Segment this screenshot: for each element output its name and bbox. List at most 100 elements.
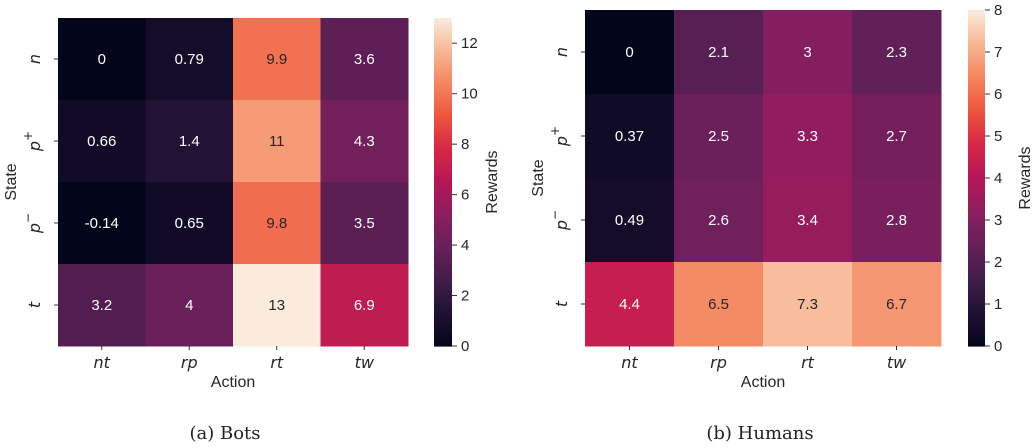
colorbar-segment <box>968 228 985 232</box>
colorbar-segment <box>434 165 452 169</box>
colorbar-segment <box>434 160 452 164</box>
colorbar-segment <box>434 91 452 96</box>
cell-value-label: 2.3 <box>886 44 907 61</box>
cell-value-label: 13 <box>268 297 285 314</box>
colorbar-segment <box>434 209 452 213</box>
colorbar-segment <box>434 198 452 202</box>
colorbar-segment <box>968 141 985 145</box>
colorbar-segment <box>434 50 452 55</box>
colorbar-segment <box>968 273 985 277</box>
colorbar-tick-label: 2 <box>461 288 469 305</box>
colorbar-segment <box>968 250 985 255</box>
colorbar-segment <box>434 283 452 287</box>
colorbar-segment <box>434 171 452 175</box>
colorbar-segment <box>968 175 985 179</box>
colorbar-segment <box>968 60 985 64</box>
colorbar-segment <box>434 337 452 342</box>
heatmap-cell <box>585 94 675 179</box>
cell-value-label: 2.5 <box>708 128 729 145</box>
colorbar-segment <box>968 340 985 344</box>
colorbar-segment <box>968 99 985 103</box>
colorbar-segment <box>968 38 985 42</box>
x-axis-label: Action <box>211 374 255 391</box>
colorbar-segment <box>434 272 452 276</box>
colorbar-segment <box>434 266 452 271</box>
colorbar-segment <box>434 326 452 331</box>
colorbar-segment <box>968 242 985 246</box>
colorbar-segment <box>968 343 985 347</box>
x-tick-label: rt <box>801 353 815 372</box>
colorbar-segment <box>968 304 985 308</box>
colorbar-segment <box>968 133 985 137</box>
y-tick-label: t <box>25 301 44 308</box>
colorbar-segment <box>968 71 985 75</box>
cell-value-label: 11 <box>269 133 285 150</box>
colorbar-segment <box>968 332 985 336</box>
colorbar-tick-label: 6 <box>461 187 469 204</box>
colorbar-segment <box>968 178 985 182</box>
colorbar-segment <box>968 18 985 22</box>
colorbar-segment <box>434 239 452 243</box>
heatmap-cell <box>58 182 146 265</box>
colorbar-segment <box>434 154 452 158</box>
cell-value-label: 3 <box>803 44 811 61</box>
colorbar-segment <box>434 53 452 57</box>
colorbar-segment <box>434 261 452 265</box>
heatmap-cell <box>145 182 234 265</box>
cell-value-label: 4.4 <box>619 296 640 313</box>
colorbar-segment <box>434 305 452 309</box>
colorbar-segment <box>434 291 452 295</box>
colorbar-segment <box>968 197 985 201</box>
caption-humans: (b) Humans <box>706 423 813 444</box>
colorbar-label: Rewards <box>1017 146 1032 209</box>
cell-value-label: 4.3 <box>354 133 375 150</box>
colorbar-segment <box>968 253 985 257</box>
heatmap-cell <box>58 100 146 183</box>
colorbar-tick-label: 7 <box>994 44 1002 61</box>
colorbar-segment <box>968 102 985 106</box>
colorbar-tick-label: 6 <box>994 86 1002 103</box>
colorbar-segment <box>434 67 452 71</box>
colorbar-tick-label: 4 <box>994 170 1002 187</box>
colorbar-segment <box>968 206 985 210</box>
colorbar-segment <box>434 69 452 74</box>
colorbar-segment <box>968 113 985 117</box>
colorbar-segment <box>968 225 985 229</box>
colorbar-segment <box>434 75 452 79</box>
y-tick-label: p− <box>21 213 44 234</box>
heatmap-cell <box>585 178 675 263</box>
colorbar-segment <box>434 151 452 156</box>
colorbar-segment <box>434 168 452 172</box>
cell-value-label: 4 <box>185 297 193 314</box>
heatmap-cell <box>320 18 409 101</box>
heatmap-cell <box>852 94 942 179</box>
colorbar-segment <box>434 173 452 178</box>
colorbar-segment <box>968 318 985 322</box>
cell-value-label: 0.79 <box>175 51 204 68</box>
heatmap-cell <box>852 178 942 263</box>
colorbar-segment <box>434 64 452 68</box>
colorbar-segment <box>434 335 452 339</box>
colorbar-segment <box>968 312 985 316</box>
colorbar-segment <box>434 23 452 27</box>
colorbar-segment <box>968 180 985 185</box>
colorbar-segment <box>434 105 452 109</box>
colorbar-segment <box>968 21 985 25</box>
colorbar-segment <box>434 132 452 137</box>
colorbar-segment <box>434 294 452 298</box>
heatmap-cell <box>763 10 853 95</box>
heatmap-cell <box>674 94 764 179</box>
colorbar-segment <box>968 12 985 17</box>
colorbar-tick-label: 4 <box>461 237 469 254</box>
colorbar-segment <box>434 250 452 254</box>
colorbar-segment <box>434 80 452 85</box>
heatmap-cell <box>233 182 321 265</box>
colorbar-tick-label: 2 <box>994 254 1002 271</box>
colorbar-segment <box>968 127 985 131</box>
colorbar-segment <box>434 28 452 33</box>
colorbar-segment <box>968 320 985 325</box>
colorbar-segment <box>968 26 985 31</box>
y-axis-label: State <box>530 159 547 196</box>
cell-value-label: 7.3 <box>797 296 818 313</box>
